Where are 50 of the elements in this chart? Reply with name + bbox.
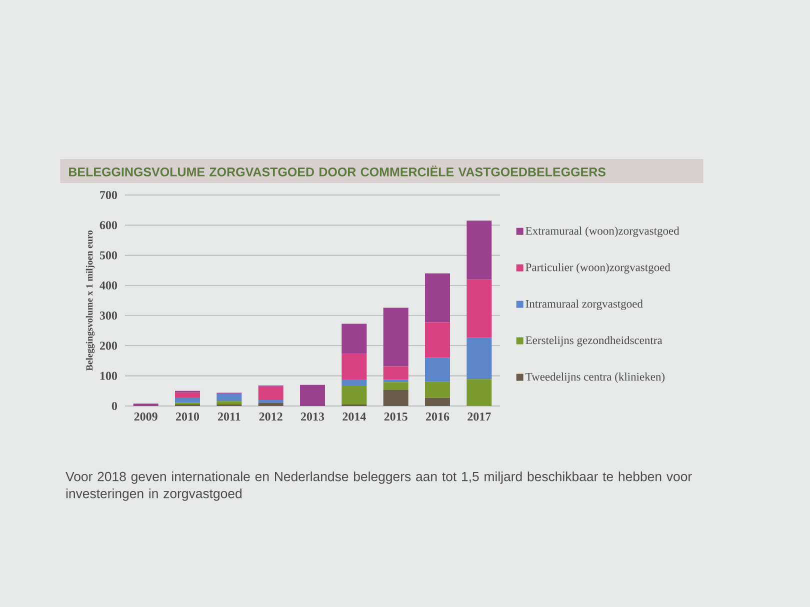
x-tick-label: 2015 (384, 412, 408, 421)
x-tick-label: 2011 (218, 412, 240, 421)
bar (300, 384, 325, 406)
y-tick-label: 600 (100, 221, 118, 230)
bar (175, 392, 200, 398)
bar (342, 379, 367, 386)
bar (425, 322, 450, 358)
y-axis-title: Beleggingsvolume x 1 miljoen euro (86, 230, 95, 371)
bar (342, 386, 367, 404)
text: Voor 2018 geven internationale en Nederlandse beleggers aan tot 1,5 miljard beschikbaar te hebben voor investeringen in zorgvastgoed (66, 472, 692, 501)
bar (425, 398, 450, 406)
legend-label: Intramuraal zorgvastgoed (526, 300, 643, 310)
bar (342, 354, 367, 380)
x-tick-label: 2014 (342, 412, 366, 421)
bar (425, 358, 450, 382)
y-tick-label: 700 (100, 190, 118, 200)
legend-label: Particulier (woon)zorgvastgoed (526, 263, 670, 274)
bar (258, 402, 284, 406)
y-tick-label: 200 (100, 342, 118, 350)
x-tick-label: 2013 (301, 412, 324, 421)
bar (342, 324, 367, 354)
y-tick-label: 0 (112, 402, 118, 410)
x-tick-label: 2009 (134, 412, 158, 421)
y-tick-label: 100 (100, 372, 118, 380)
bar (216, 394, 242, 402)
bar (258, 386, 284, 400)
bar (383, 390, 408, 406)
legend-label: Eerstelijns gezondheidscentra (526, 336, 662, 347)
x-tick-label: 2017 (468, 412, 491, 421)
bar (383, 366, 408, 380)
y-tick-label: 300 (100, 312, 118, 320)
bar (466, 338, 492, 380)
bar (383, 308, 408, 366)
bar (216, 401, 242, 404)
chart-title: BELEGGINGSVOLUME ZORGVASTGOED DOOR COMMERCIËLE VASTGOEDBELEGGERS (69, 166, 606, 176)
y-tick-label: 500 (100, 251, 118, 260)
x-tick-label: 2016 (426, 412, 450, 421)
y-tick-label: 400 (100, 281, 118, 290)
bar (466, 279, 492, 338)
bar (175, 398, 200, 403)
bar (466, 220, 492, 280)
x-tick-label: 2012 (259, 412, 282, 421)
bar (383, 382, 408, 390)
bar (466, 379, 492, 406)
legend-label: Tweedelijns centra (klinieken) (526, 372, 665, 383)
x-tick-label: 2010 (176, 412, 200, 421)
bar (425, 382, 450, 398)
bar (258, 400, 284, 403)
bar (425, 273, 450, 322)
legend-label: Extramuraal (woon)zorgvastgoed (526, 226, 680, 238)
